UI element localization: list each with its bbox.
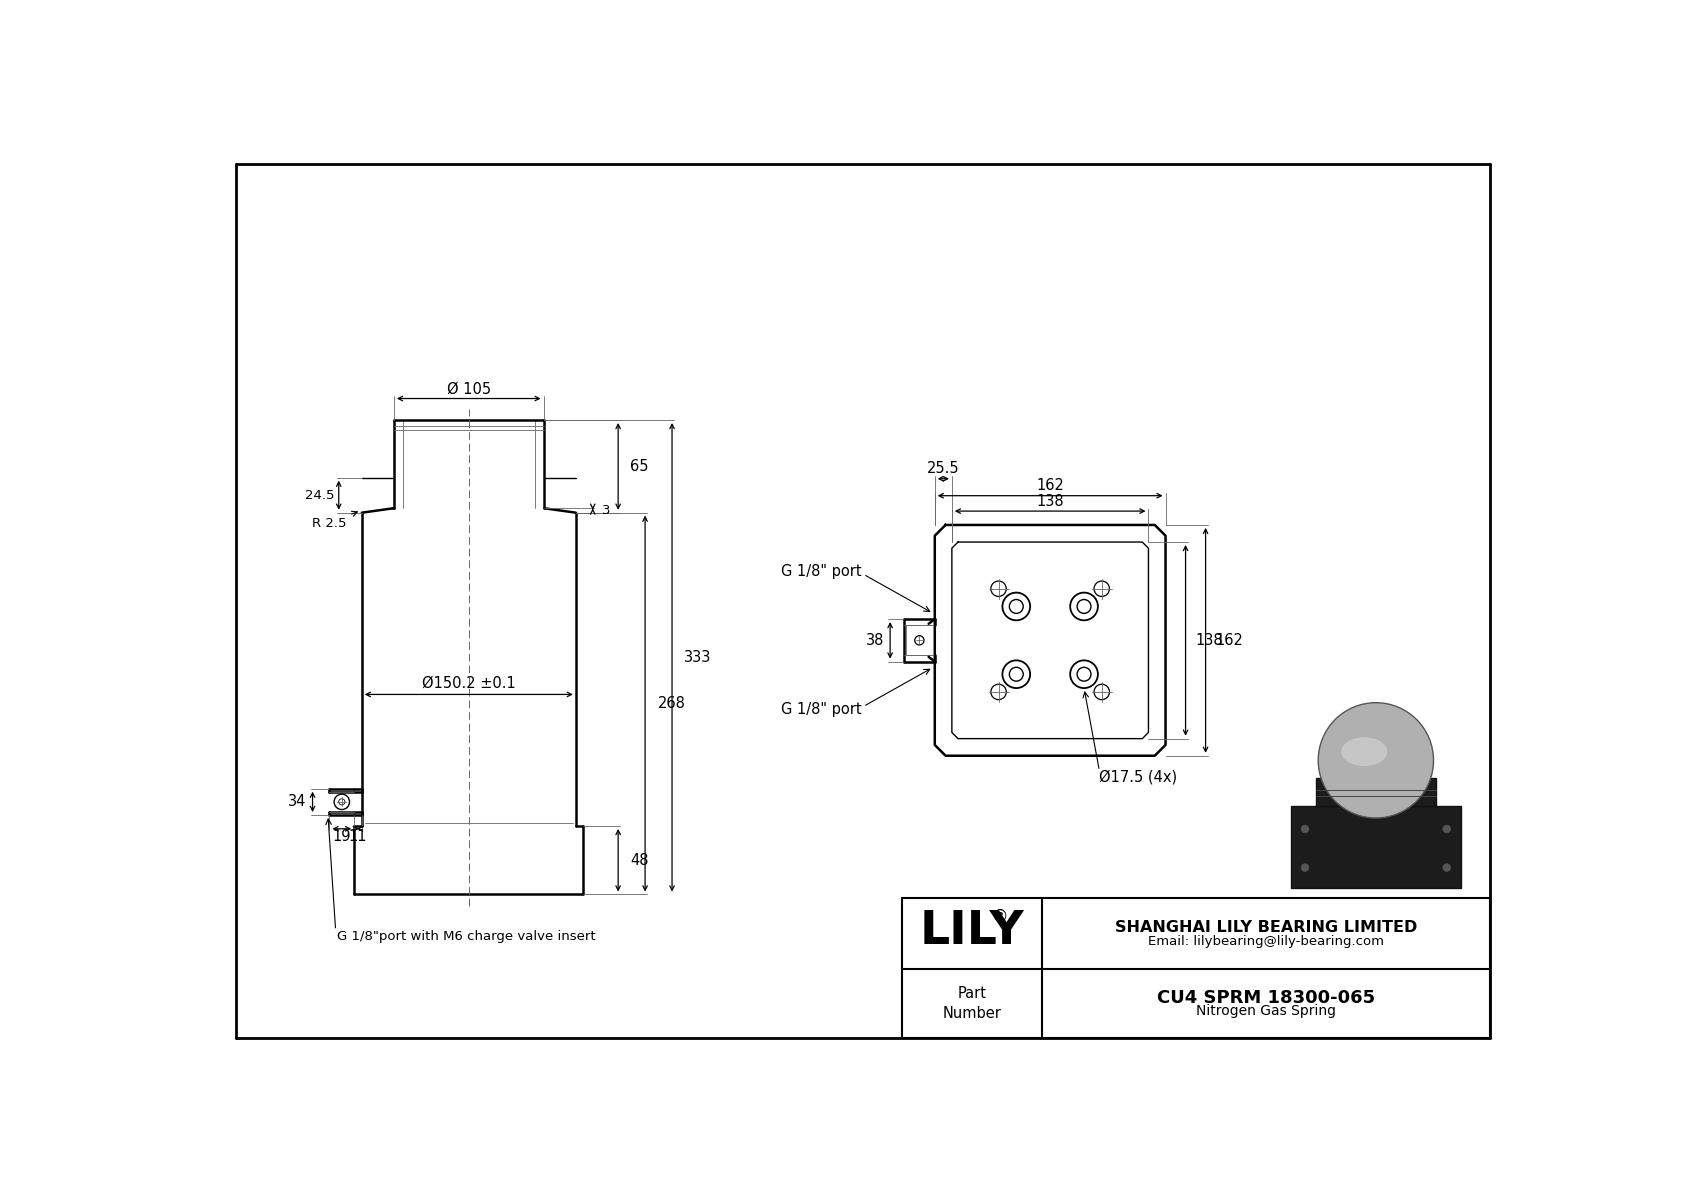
Bar bbox=[1315, 778, 1436, 806]
Text: 138: 138 bbox=[1196, 632, 1223, 648]
Text: 48: 48 bbox=[630, 853, 648, 868]
Text: 3: 3 bbox=[601, 504, 611, 517]
Text: ®: ® bbox=[992, 908, 1009, 925]
Text: 162: 162 bbox=[1216, 632, 1243, 648]
Ellipse shape bbox=[1340, 737, 1388, 766]
Text: R 2.5: R 2.5 bbox=[312, 511, 357, 530]
Text: Ø17.5 (4x): Ø17.5 (4x) bbox=[1100, 769, 1177, 785]
Circle shape bbox=[1443, 825, 1450, 833]
Text: 24.5: 24.5 bbox=[305, 488, 333, 501]
Text: SHANGHAI LILY BEARING LIMITED: SHANGHAI LILY BEARING LIMITED bbox=[1115, 921, 1418, 935]
Text: 333: 333 bbox=[684, 650, 712, 665]
Text: Ø150.2 ±0.1: Ø150.2 ±0.1 bbox=[423, 676, 515, 691]
Text: 11: 11 bbox=[349, 829, 367, 844]
Text: 25.5: 25.5 bbox=[926, 461, 960, 476]
Circle shape bbox=[1319, 703, 1433, 818]
Circle shape bbox=[1302, 863, 1308, 872]
Text: 34: 34 bbox=[288, 794, 306, 810]
Text: Email: lilybearing@lily-bearing.com: Email: lilybearing@lily-bearing.com bbox=[1148, 935, 1384, 948]
Text: LILY: LILY bbox=[919, 909, 1024, 954]
Circle shape bbox=[1443, 863, 1450, 872]
Text: Ø 105: Ø 105 bbox=[446, 382, 490, 397]
Text: 138: 138 bbox=[1036, 493, 1064, 509]
Bar bbox=[1292, 806, 1460, 888]
Text: G 1/8"port with M6 charge valve insert: G 1/8"port with M6 charge valve insert bbox=[337, 930, 596, 943]
Text: CU4 SPRM 18300-065: CU4 SPRM 18300-065 bbox=[1157, 989, 1376, 1006]
Text: Nitrogen Gas Spring: Nitrogen Gas Spring bbox=[1196, 1004, 1335, 1018]
Text: Part
Number: Part Number bbox=[943, 986, 1002, 1021]
Text: 268: 268 bbox=[657, 696, 685, 711]
Text: G 1/8" port: G 1/8" port bbox=[781, 563, 862, 579]
Text: 162: 162 bbox=[1036, 478, 1064, 493]
Text: 19: 19 bbox=[332, 829, 350, 844]
Text: 38: 38 bbox=[866, 632, 884, 648]
Text: 65: 65 bbox=[630, 459, 648, 474]
Circle shape bbox=[1302, 825, 1308, 833]
Text: G 1/8" port: G 1/8" port bbox=[781, 703, 862, 717]
